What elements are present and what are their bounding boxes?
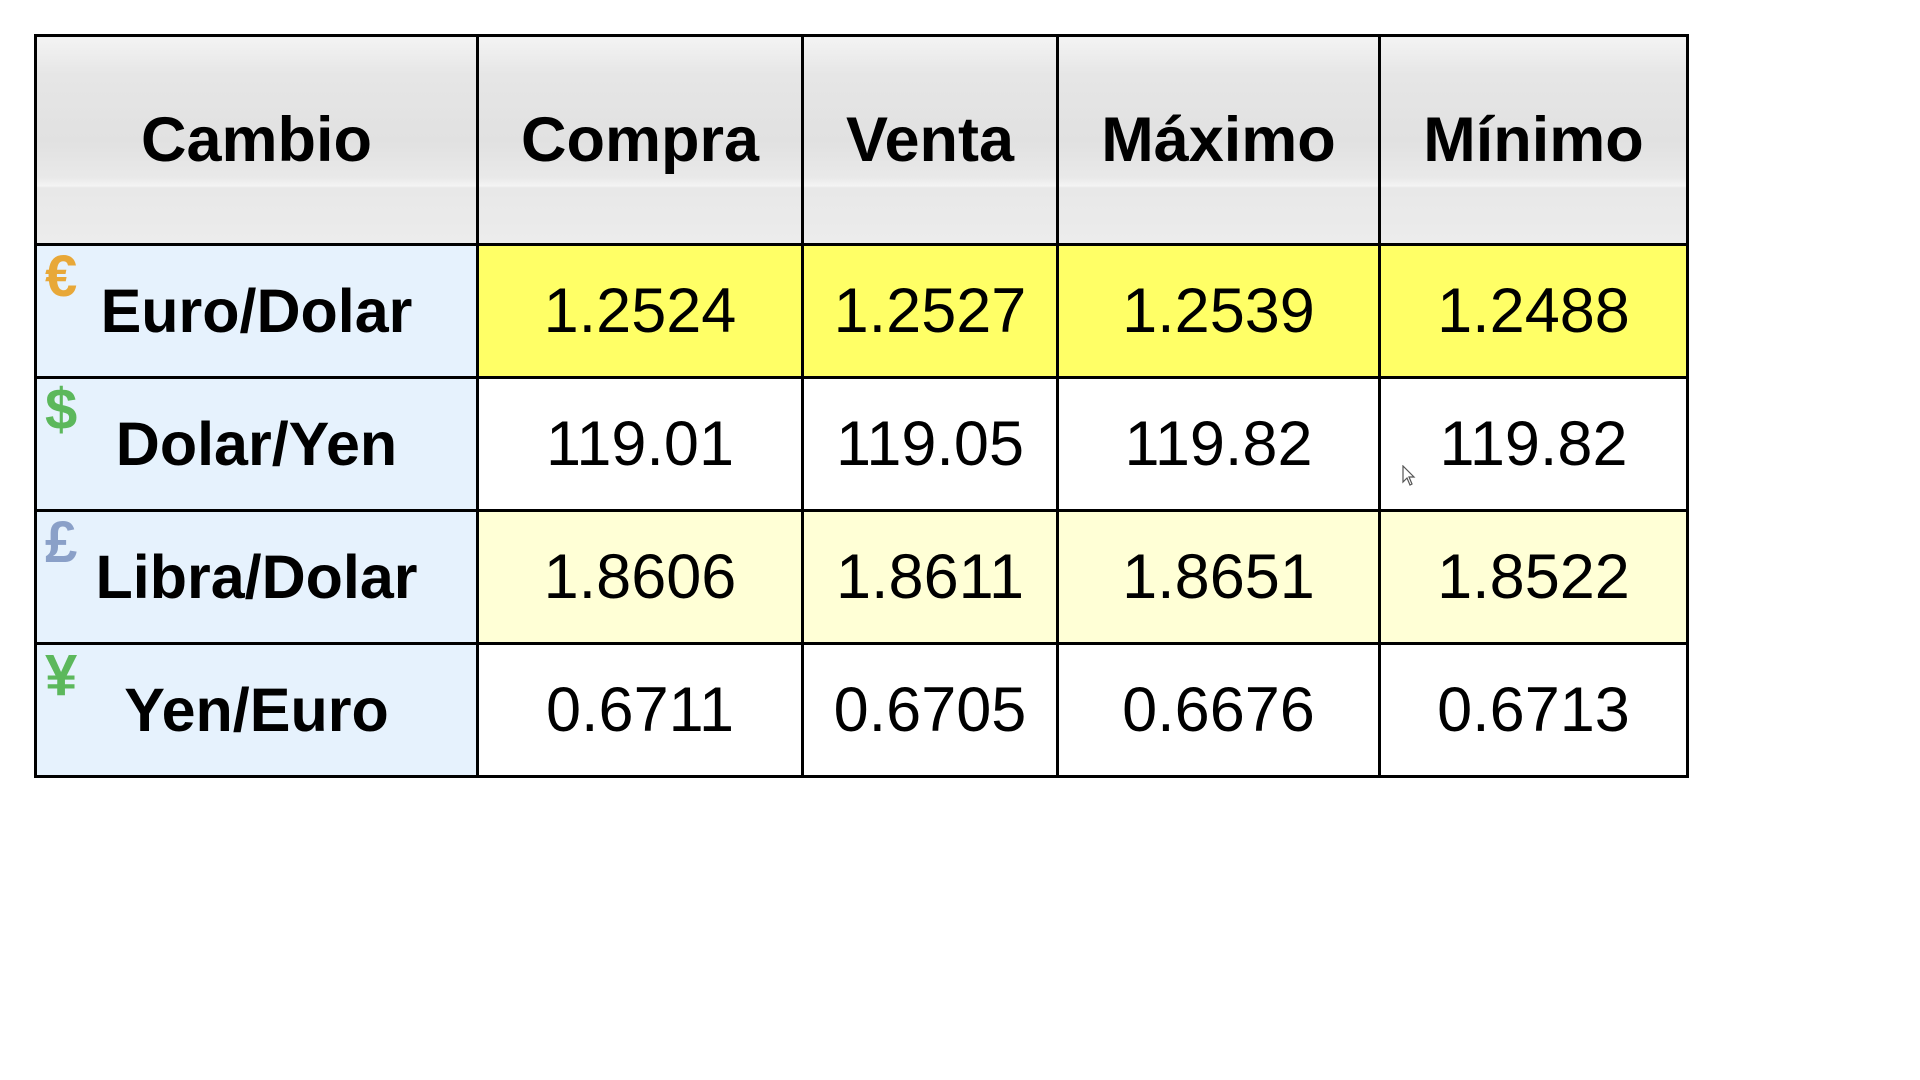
pair-label: Libra/Dolar [95, 543, 418, 611]
compra-value: 1.8606 [476, 509, 804, 645]
pair-label: Euro/Dolar [100, 277, 413, 345]
maximo-value: 119.82 [1056, 376, 1381, 512]
pair-cell: $ Dolar/Yen [34, 376, 479, 512]
venta-value: 1.8611 [801, 509, 1059, 645]
euro-icon: € [45, 244, 78, 309]
maximo-value: 1.8651 [1056, 509, 1381, 645]
pair-cell: ¥ Yen/Euro [34, 642, 479, 778]
pair-label: Dolar/Yen [115, 410, 398, 478]
pound-icon: £ [45, 510, 78, 575]
pair-label: Yen/Euro [124, 676, 389, 744]
compra-value: 0.6711 [476, 642, 804, 778]
minimo-value: 0.6713 [1378, 642, 1689, 778]
table-row: € Euro/Dolar 1.2524 1.2527 1.2539 1.2488 [34, 243, 1689, 379]
yen-icon: ¥ [45, 643, 78, 708]
venta-value: 0.6705 [801, 642, 1059, 778]
mouse-pointer-icon [1402, 465, 1416, 486]
header-compra: Compra [476, 34, 804, 246]
minimo-value: 1.2488 [1378, 243, 1689, 379]
header-row: Cambio Compra Venta Máximo Mínimo [34, 34, 1689, 246]
compra-value: 1.2524 [476, 243, 804, 379]
venta-value: 1.2527 [801, 243, 1059, 379]
table-row: ¥ Yen/Euro 0.6711 0.6705 0.6676 0.6713 [34, 642, 1689, 778]
header-maximo: Máximo [1056, 34, 1381, 246]
header-minimo: Mínimo [1378, 34, 1689, 246]
table-row: $ Dolar/Yen 119.01 119.05 119.82 119.82 [34, 376, 1689, 512]
minimo-value: 119.82 [1378, 376, 1689, 512]
maximo-value: 1.2539 [1056, 243, 1381, 379]
dollar-icon: $ [45, 377, 78, 442]
table-row: £ Libra/Dolar 1.8606 1.8611 1.8651 1.852… [34, 509, 1689, 645]
header-cambio: Cambio [34, 34, 479, 246]
exchange-rate-table: Cambio Compra Venta Máximo Mínimo € Euro… [34, 34, 1689, 778]
header-venta: Venta [801, 34, 1059, 246]
compra-value: 119.01 [476, 376, 804, 512]
venta-value: 119.05 [801, 376, 1059, 512]
pair-cell: £ Libra/Dolar [34, 509, 479, 645]
pair-cell: € Euro/Dolar [34, 243, 479, 379]
minimo-value: 1.8522 [1378, 509, 1689, 645]
maximo-value: 0.6676 [1056, 642, 1381, 778]
